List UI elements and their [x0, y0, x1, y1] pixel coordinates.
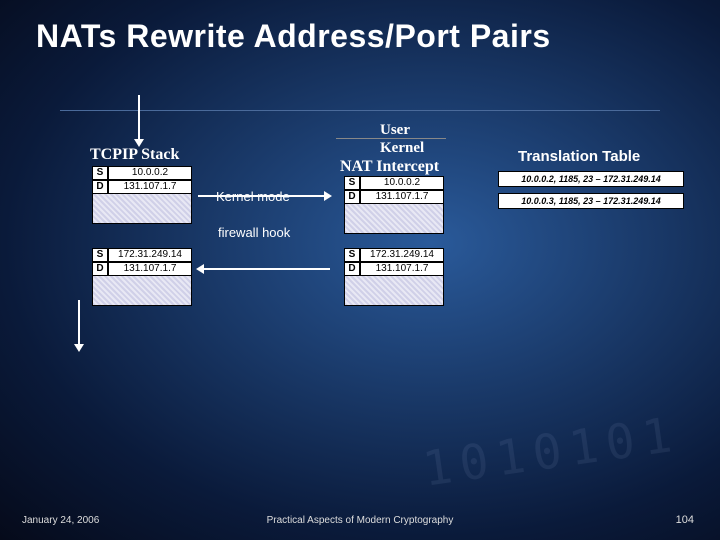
arrow-out-tcpip: [78, 300, 80, 346]
packet-tcpip-out: S172.31.249.14 D131.107.1.7: [92, 248, 192, 306]
arrow-into-tcpip: [138, 95, 140, 141]
packet-nat-in: S10.0.0.2 D131.107.1.7: [344, 176, 444, 234]
footer-title: Practical Aspects of Modern Cryptography: [0, 515, 720, 526]
slide-title: NATs Rewrite Address/Port Pairs: [36, 18, 551, 55]
packet-dst-ip: 131.107.1.7: [108, 262, 192, 276]
packet-body: [92, 276, 192, 306]
packet-nat-out: S172.31.249.14 D131.107.1.7: [344, 248, 444, 306]
nat-intercept-label: NAT Intercept: [340, 158, 439, 176]
translation-table-label: Translation Table: [518, 148, 640, 165]
arrow-from-nat: [202, 268, 330, 270]
packet-src-ip: 10.0.0.2: [360, 176, 444, 190]
kernel-mode-label: Kernel mode: [216, 189, 290, 204]
packet-src-label: S: [92, 166, 108, 180]
binary-decoration: 1010101: [419, 406, 683, 497]
translation-row-2: 10.0.0.3, 1185, 23 – 172.31.249.14: [498, 193, 684, 209]
packet-body: [344, 204, 444, 234]
packet-dst-label: D: [92, 180, 108, 194]
packet-dst-label: D: [344, 190, 360, 204]
user-label: User: [380, 122, 410, 139]
packet-dst-ip: 131.107.1.7: [360, 190, 444, 204]
separator-line: [60, 110, 660, 111]
kernel-label: Kernel: [380, 140, 424, 157]
translation-row-1: 10.0.0.2, 1185, 23 – 172.31.249.14: [498, 171, 684, 187]
packet-body: [344, 276, 444, 306]
tcpip-stack-label: TCPIP Stack: [90, 146, 179, 164]
packet-src-ip: 10.0.0.2: [108, 166, 192, 180]
packet-src-label: S: [344, 248, 360, 262]
packet-dst-label: D: [92, 262, 108, 276]
packet-body: [92, 194, 192, 224]
packet-dst-label: D: [344, 262, 360, 276]
packet-src-ip: 172.31.249.14: [360, 248, 444, 262]
packet-dst-ip: 131.107.1.7: [108, 180, 192, 194]
packet-tcpip-in: S10.0.0.2 D131.107.1.7: [92, 166, 192, 224]
user-kernel-divider: [336, 138, 446, 139]
footer-page-number: 104: [676, 514, 694, 526]
firewall-hook-label: firewall hook: [218, 225, 290, 240]
packet-src-label: S: [92, 248, 108, 262]
packet-dst-ip: 131.107.1.7: [360, 262, 444, 276]
packet-src-label: S: [344, 176, 360, 190]
packet-src-ip: 172.31.249.14: [108, 248, 192, 262]
